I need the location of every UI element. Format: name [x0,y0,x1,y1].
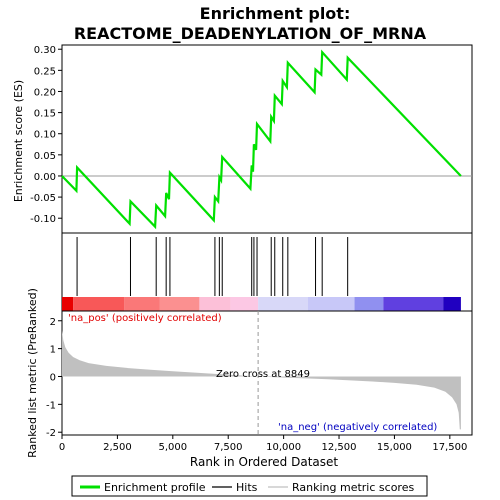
x-tick-label: 17,500 [432,442,467,453]
es-panel-frame [61,44,473,234]
x-tick-label: 0 [59,442,65,453]
color-bar-segment [159,297,200,311]
zero-cross-label: Zero cross at 8849 [216,369,310,380]
color-bar-segment [124,297,160,311]
metric-panel-ticks: -2 -1 0 1 2 [46,317,62,439]
es-axis-label: Enrichment score (ES) [12,80,25,202]
x-tick-label: 7,500 [214,442,243,453]
x-axis-label: Rank in Ordered Dataset [190,455,338,469]
color-bar-segment [62,297,74,311]
chart-title-line2: REACTOME_DEADENYLATION_OF_MRNA [74,24,427,43]
color-bar-segment [230,297,259,311]
metric-ytick-label: 0 [50,372,56,383]
color-bar-segment [199,297,231,311]
ranking-metric-area [62,330,461,430]
metric-ytick-label: -2 [46,428,56,439]
es-ytick-label: 0.05 [34,151,56,162]
chart-title-line1: Enrichment plot: [200,4,351,23]
es-ytick-label: 0.20 [34,87,56,98]
metric-ytick-label: -1 [46,400,56,411]
neg-correlated-label: 'na_neg' (negatively correlated) [278,422,437,433]
legend-box [71,475,428,497]
es-ytick-label: -0.05 [30,193,56,204]
color-bar-segment [73,297,125,311]
color-bar-segment [354,297,384,311]
color-bar-segment [308,297,355,311]
x-tick-label: 2,500 [103,442,132,453]
es-ytick-label: 0.25 [34,66,56,77]
legend-label: Hits [236,481,258,494]
pos-correlated-label: 'na_pos' (positively correlated) [68,313,222,324]
legend-label: Ranking metric scores [292,481,414,494]
metric-axis-label: Ranked list metric (PreRanked) [26,288,39,458]
color-bar-segment [443,297,461,311]
es-ytick-label: 0.30 [34,45,56,56]
es-ytick-label: 0.00 [34,172,56,183]
legend-label: Enrichment profile [104,481,206,494]
x-tick-label: 12,500 [322,442,357,453]
ranking-color-bar [62,297,461,311]
es-panel-ticks: -0.10 -0.05 0.00 0.05 0.10 0.15 0.20 0.25 0.30 [30,45,472,225]
color-bar-segment [383,297,444,311]
x-axis-ticks: 0 2,500 5,000 7,500 10,000 12,500 15,000 17,500 [59,435,467,453]
color-bar-segment [258,297,308,311]
hits-marks [76,237,349,296]
x-tick-label: 5,000 [158,442,187,453]
x-tick-label: 10,000 [266,442,301,453]
enrichment-profile-line [61,49,462,230]
es-ytick-label: 0.10 [34,130,56,141]
x-tick-label: 15,000 [377,442,412,453]
es-ytick-label: -0.10 [30,214,56,225]
es-ytick-label: 0.15 [34,109,56,120]
legend: Enrichment profile Hits Ranking metric sco… [80,481,414,494]
metric-ytick-label: 1 [50,345,56,356]
metric-ytick-label: 2 [50,317,56,328]
